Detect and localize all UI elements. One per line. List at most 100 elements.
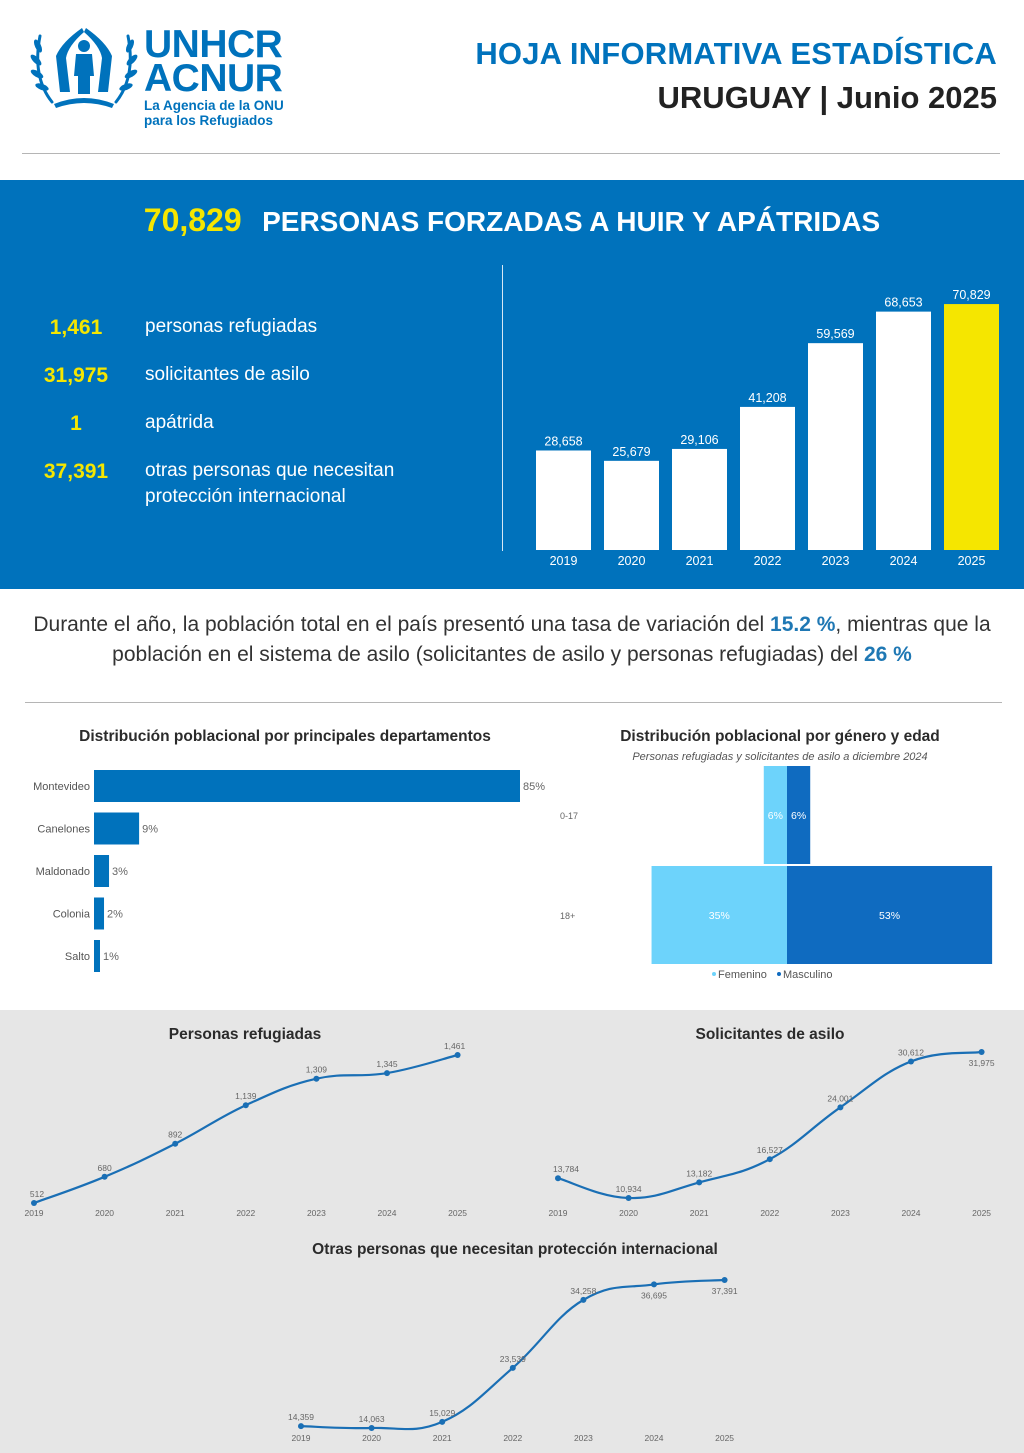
bar-2021 [672,448,727,550]
data-point [555,1175,561,1182]
point-value-label: 30,612 [898,1047,924,1057]
bar-value-label: 3% [112,866,128,878]
logo-unhcr: UNHCR [144,23,283,66]
x-tick-label: 2022 [760,1208,779,1218]
stat-label: solicitantes de asilo [145,364,310,385]
bar-2024 [876,311,931,550]
legend-femenino: Femenino [718,969,767,981]
section-divider [25,702,1002,703]
bar-masculino-0-17 [787,766,811,864]
age-group-label: 0-17 [560,811,578,821]
point-value-label: 10,934 [616,1184,642,1194]
point-value-label: 15,029 [429,1408,455,1418]
category-label: Montevideo [33,781,90,793]
data-point [454,1052,461,1058]
x-tick-label: 2022 [236,1208,255,1218]
x-tick-label: 2024 [645,1433,664,1443]
point-value-label: 680 [98,1163,112,1173]
bar-montevideo [94,770,520,802]
x-tick-label: 2020 [618,554,646,568]
page-title: HOJA INFORMATIVA ESTADÍSTICA [475,36,997,71]
x-tick-label: 2021 [686,554,714,568]
point-value-label: 37,391 [712,1286,738,1296]
variation-rate-total: 15.2 % [770,613,836,636]
data-point [837,1104,844,1111]
x-tick-label: 2024 [902,1208,921,1218]
summary-part-2: , mientras que la población en el sistem… [112,613,991,666]
data-point [580,1296,587,1303]
point-value-label: 1,461 [444,1041,466,1051]
refugiados-line-chart: 512 2019 680 2020 892 2021 1,139 2022 1,309 2023 1… [25,1041,468,1218]
category-label: Colonia [53,909,91,921]
bar-value-label: 1% [103,951,119,963]
stat-value: 1 [70,412,82,435]
x-tick-label: 2020 [619,1208,638,1218]
category-label: Maldonado [36,866,90,878]
point-value-label: 34,258 [570,1286,596,1296]
point-value-label: 1,309 [306,1065,328,1075]
point-value-label: 16,527 [757,1145,783,1155]
point-value-label: 23,539 [500,1354,526,1364]
data-point [439,1418,446,1425]
total-label: PERSONAS FORZADAS A HUIR Y APÁTRIDAS [262,206,881,237]
bar-value-label: 85% [523,781,545,793]
x-tick-label: 2019 [550,554,578,568]
page-subtitle: URUGUAY | Junio 2025 [657,80,997,115]
bar-masculino-18+ [787,866,993,964]
key-figures-band: 70,829 PERSONAS FORZADAS A HUIR Y APÁTRI… [0,180,1024,589]
bar-value-label: 28,658 [544,434,582,448]
bar-canelones [94,812,140,845]
x-tick-label: 2025 [958,554,986,568]
point-value-label: 14,063 [359,1414,385,1424]
x-tick-label: 2022 [503,1433,522,1443]
point-value-label: 512 [30,1189,44,1199]
bar-value-label: 59,569 [816,327,854,341]
category-label: Salto [65,951,90,963]
bar-2019 [536,450,591,550]
series-line [557,1050,982,1200]
refugiados-chart-title: Personas refugiadas [168,1026,322,1043]
point-value-label: 13,182 [686,1168,712,1178]
data-point [509,1364,516,1371]
data-point [651,1281,657,1288]
unhcr-emblem-icon [30,28,138,108]
total-by-year-bar-chart: 28,658 2019 25,679 2020 29,106 2021 41,208 2022… [536,288,999,568]
bar-value-label: 6% [791,810,806,822]
bar-colonia [94,897,105,930]
stat-row: 1,461 personas refugiadas [30,308,470,356]
legend-femenino-marker [712,972,716,976]
summary-text: Durante el año, la población total en el… [20,610,1004,670]
x-tick-label: 2023 [822,554,850,568]
x-tick-label: 2024 [890,554,918,568]
point-value-label: 24,001 [827,1093,853,1103]
data-point [766,1156,773,1163]
logo-tagline-1: La Agencia de la ONU [144,98,284,113]
point-value-label: 892 [168,1130,182,1140]
data-point [101,1173,108,1180]
point-value-label: 1,139 [235,1091,257,1101]
bar-value-label: 53% [879,910,900,922]
x-tick-label: 2025 [448,1208,467,1218]
bar-femenino-0-17 [763,766,787,864]
bar-2025 [944,304,999,550]
data-point [368,1425,375,1431]
stat-label: personas refugiadas [145,316,318,337]
series-line [33,1053,458,1205]
solicitantes-chart-title: Solicitantes de asilo [695,1026,845,1043]
x-tick-label: 2021 [690,1208,709,1218]
data-point [242,1102,249,1109]
logo-tagline-2: para los Refugiados [144,113,274,128]
summary-part-1: Durante el año, la población total en el… [33,613,771,636]
logo-acnur: ACNUR [144,57,283,100]
departments-bar-chart: Montevideo 85% Canelones 9% Maldonado 3% Colon… [33,770,545,972]
bar-value-label: 41,208 [748,391,786,405]
x-tick-label: 2019 [549,1208,568,1218]
band-divider [502,265,503,551]
legend-masculino-marker [777,972,781,976]
x-tick-label: 2023 [307,1208,326,1218]
data-point [978,1049,985,1055]
stat-row: 31,975 solicitantes de asilo [30,356,470,404]
total-figure: 70,829 [143,202,242,238]
point-value-label: 31,975 [969,1058,995,1068]
stat-row: 37,391 otras personas que necesitan prot… [30,452,470,512]
